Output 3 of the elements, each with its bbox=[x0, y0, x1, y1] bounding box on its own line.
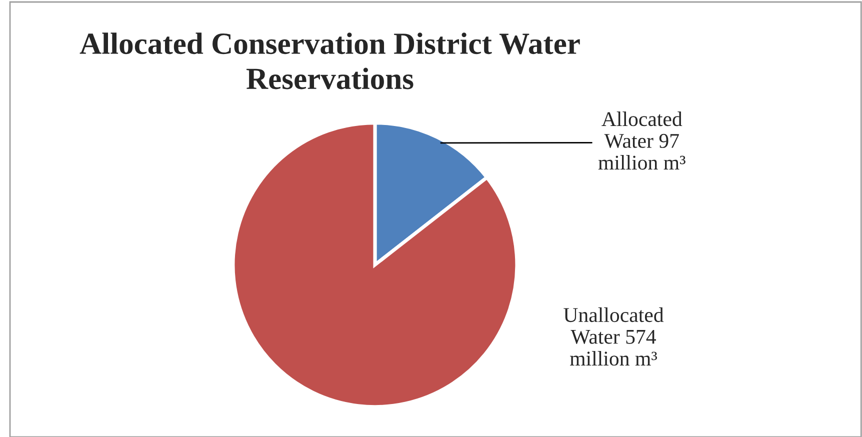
chart-title: Allocated Conservation District Water Reservations bbox=[80, 32, 580, 90]
slice-label: Allocated Water 97 million m³ bbox=[598, 111, 686, 170]
slice-label: Unallocated Water 574 million m³ bbox=[564, 307, 664, 366]
